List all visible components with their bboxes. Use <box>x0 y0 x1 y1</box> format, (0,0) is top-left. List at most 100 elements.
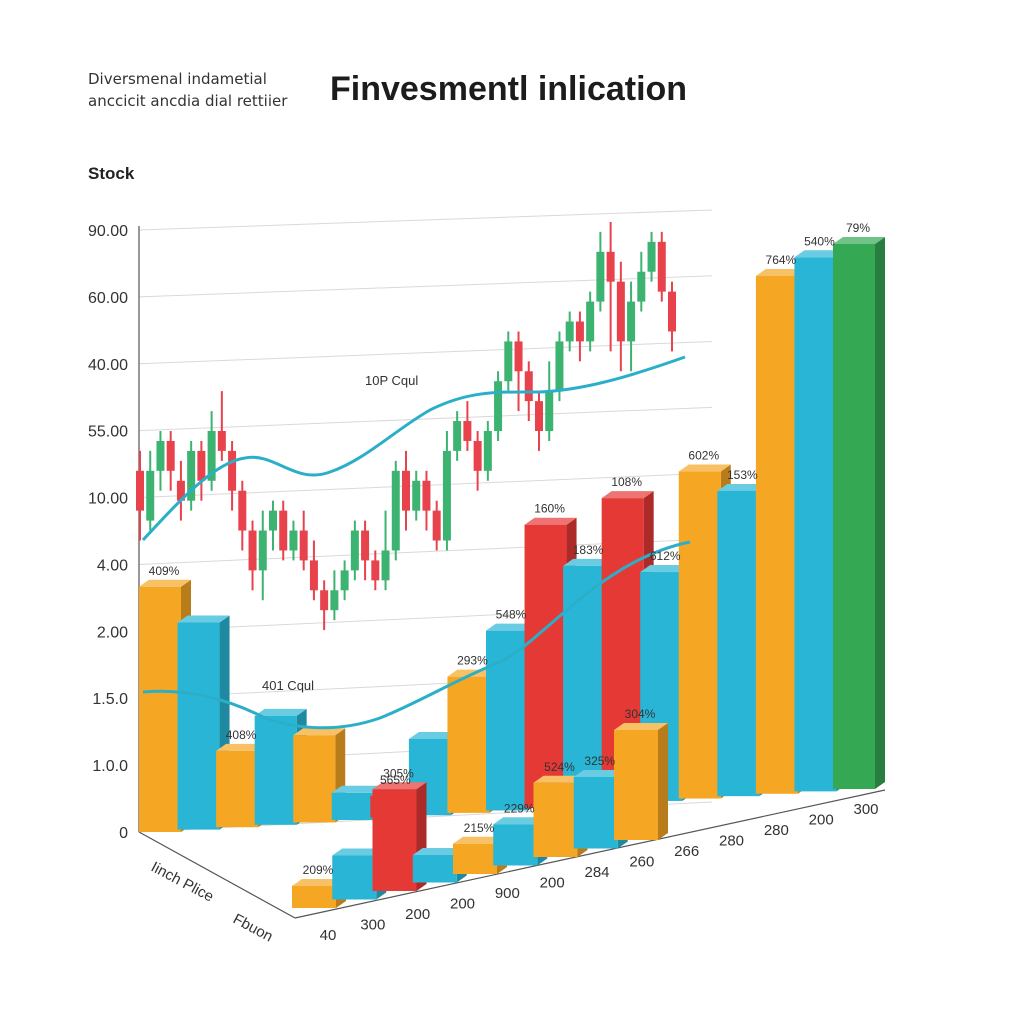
bar-value-label: 602% <box>688 449 719 463</box>
candle <box>627 281 636 372</box>
x-tick-label: 200 <box>540 875 565 892</box>
candle-body <box>473 440 482 471</box>
bar-front <box>533 782 578 857</box>
bar-value-label: 408% <box>226 728 257 742</box>
candle-body <box>269 510 277 531</box>
x-tick-label: 200 <box>809 812 834 829</box>
bar-front <box>833 244 875 789</box>
candle <box>504 331 513 392</box>
section-label: Stock <box>88 164 135 183</box>
bar <box>524 517 577 809</box>
bar-value-label: 304% <box>625 707 656 721</box>
candle-body <box>627 301 636 342</box>
bar-top <box>524 517 577 525</box>
candle <box>586 291 595 352</box>
candle <box>136 450 144 541</box>
x-tick-label: 266 <box>674 843 699 860</box>
candle <box>402 450 410 531</box>
candle-body <box>453 421 462 451</box>
bar <box>372 782 427 891</box>
candle-body <box>166 440 175 471</box>
candle-body <box>637 271 646 302</box>
trend-line-upper <box>141 355 686 542</box>
bar-value-label: 108% <box>611 475 642 489</box>
bar-top <box>177 615 230 623</box>
candle-body <box>463 421 472 441</box>
candle-body <box>228 450 237 491</box>
bar-front <box>524 524 567 809</box>
candle-body <box>309 560 318 591</box>
bar-side <box>875 237 885 789</box>
candle <box>207 411 216 491</box>
bar-value-label: 325% <box>584 754 615 768</box>
x-tick-labels: 40 300 200 200 900 200 284 260 266 280 280 200 300 <box>320 801 879 944</box>
candle-body <box>361 530 370 561</box>
x-tick-label: 900 <box>495 885 520 902</box>
bar-top <box>614 723 668 730</box>
candle <box>258 510 267 601</box>
grid-line <box>138 406 713 432</box>
candle <box>575 311 584 362</box>
bar-top <box>601 491 654 499</box>
y-tick-label: 1.0.0 <box>92 758 128 775</box>
bar-value-label: 293% <box>457 654 488 668</box>
bar-front <box>331 792 374 821</box>
bar-row-front <box>292 723 668 908</box>
candle-body <box>514 341 523 372</box>
bar-front <box>486 630 528 811</box>
candle-body <box>146 470 155 521</box>
candle <box>320 580 329 631</box>
candle <box>217 391 226 461</box>
candle-body <box>565 321 574 342</box>
bar-value-label: 153% <box>727 468 758 482</box>
candle-body <box>575 321 584 342</box>
bar-top <box>139 579 191 587</box>
candle <box>361 520 370 581</box>
bar-top <box>293 728 346 736</box>
bar-front <box>717 490 760 797</box>
candle-body <box>279 510 288 551</box>
candle <box>535 391 543 451</box>
candle-body <box>187 450 196 501</box>
bar-front <box>254 715 297 825</box>
candle-body <box>545 391 554 431</box>
bar-value-label: 160% <box>534 502 565 516</box>
bar <box>614 723 668 840</box>
candle <box>657 231 666 302</box>
candle-body <box>340 570 349 591</box>
candle-body <box>606 251 615 282</box>
y-tick-label: 2.00 <box>97 624 128 641</box>
bar <box>833 237 885 789</box>
candle <box>391 460 400 561</box>
candle <box>330 570 339 621</box>
bar-value-label: 565% <box>380 773 411 787</box>
depth-axis-label: Iinch Plice <box>148 859 216 906</box>
candle-body <box>207 431 216 481</box>
bar-front <box>573 777 618 849</box>
candle-body <box>596 251 605 302</box>
candle <box>432 500 441 551</box>
bar-value-label: 524% <box>544 760 575 774</box>
candle <box>176 460 185 521</box>
grid-line <box>138 209 713 231</box>
bar-front <box>292 886 336 908</box>
candle-body <box>555 341 564 392</box>
bar-value-label: 79% <box>846 221 870 235</box>
candle <box>422 470 431 531</box>
x-tick-label: 200 <box>450 896 475 913</box>
candle <box>156 431 165 491</box>
candle-body <box>176 480 185 501</box>
candle <box>442 431 451 551</box>
candle <box>340 560 349 601</box>
candle-body <box>412 480 421 511</box>
candle-body <box>238 490 247 531</box>
candle-body <box>248 530 257 571</box>
x-tick-label: 300 <box>360 917 385 934</box>
x-tick-label: 300 <box>853 801 878 818</box>
candle-body <box>320 590 329 611</box>
bar-top <box>833 237 885 244</box>
candle <box>146 450 155 531</box>
candle <box>494 371 503 441</box>
y-tick-label: 55.00 <box>88 424 128 441</box>
candle <box>166 431 175 491</box>
